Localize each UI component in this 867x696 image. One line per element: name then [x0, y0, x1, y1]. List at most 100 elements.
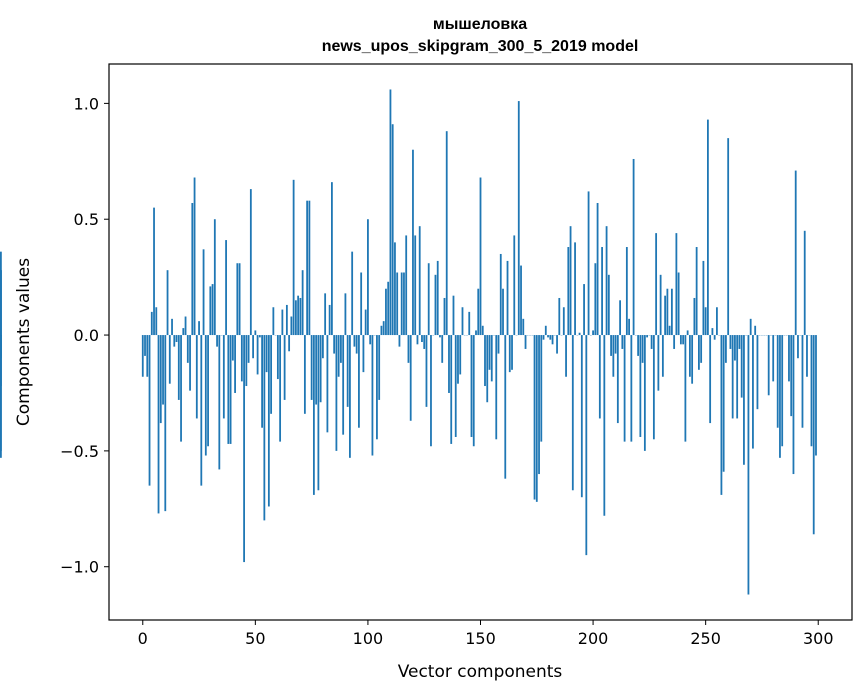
bar-288 [790, 335, 793, 417]
plot-area-frame [108, 63, 853, 621]
bar-41 [234, 335, 236, 393]
x-tick-label: 250 [690, 629, 721, 648]
bar-24 [195, 335, 198, 419]
y-axis-label: Components values [14, 258, 34, 426]
bar-207 [607, 274, 610, 336]
bar-25 [198, 321, 200, 336]
bar-39 [229, 335, 232, 444]
bar-98 [362, 335, 365, 373]
bar-72 [303, 335, 306, 414]
bar-264 [736, 335, 739, 419]
bar-78 [317, 335, 320, 491]
bar-265 [738, 335, 741, 349]
bar-40 [231, 335, 234, 361]
bar-198 [587, 191, 590, 336]
bar-153 [486, 335, 489, 403]
bar-7 [157, 335, 160, 514]
bar-86 [335, 335, 338, 451]
bar-21 [189, 335, 191, 391]
bar-123 [418, 226, 421, 336]
bar-94 [353, 335, 356, 347]
bar-135 [445, 131, 448, 336]
bar-109 [387, 281, 390, 336]
bar-48 [249, 189, 252, 336]
bar-152 [484, 335, 486, 387]
bar-151 [481, 325, 484, 336]
bar-114 [398, 335, 401, 347]
bar-160 [502, 288, 504, 336]
y-axis-ticks: −1.0 −0.5 0.0 0.5 1.0 [60, 94, 109, 577]
bar-179 [544, 325, 547, 336]
bar-10 [164, 335, 167, 512]
bar-30 [209, 286, 212, 336]
bar-27 [202, 249, 205, 336]
bar-115 [400, 272, 403, 336]
x-tick-label: 300 [803, 629, 834, 648]
bar-231 [661, 335, 664, 377]
bar-97 [360, 272, 363, 336]
bar-230 [659, 274, 662, 336]
bar-56 [267, 335, 270, 507]
bar-52 [258, 335, 261, 338]
bar-210 [614, 335, 617, 354]
bar-45 [243, 335, 245, 563]
bar-113 [396, 272, 399, 336]
bar-12 [168, 335, 171, 384]
bar-128 [430, 335, 432, 447]
bar-175 [535, 335, 538, 502]
bar-299 [815, 335, 817, 456]
bar-110 [389, 89, 392, 336]
bar-269 [747, 335, 750, 595]
bar-243 [688, 335, 691, 377]
bar-121 [414, 235, 417, 336]
bar-61 [279, 335, 282, 442]
bar-187 [562, 307, 565, 336]
bar-92 [349, 335, 351, 458]
bar-182 [551, 335, 554, 345]
bar-22 [191, 203, 194, 336]
bar-100 [367, 219, 369, 336]
bar-247 [698, 335, 700, 370]
bar-6 [155, 307, 158, 336]
bar-133 [441, 335, 444, 363]
bar-148 [475, 330, 477, 336]
bar-197 [585, 335, 588, 556]
bar-53 [261, 335, 263, 428]
bar-85 [333, 335, 336, 354]
bar-176 [538, 335, 540, 475]
bar-267 [743, 335, 745, 465]
bar-261 [729, 335, 732, 349]
bar-178 [542, 335, 545, 340]
bar-139 [454, 335, 457, 437]
bar-125 [423, 335, 426, 349]
bar-58 [272, 307, 275, 336]
bar-14 [173, 335, 176, 347]
bar-84 [331, 182, 333, 336]
bar-251 [707, 119, 709, 336]
y-tick-label: −1.0 [60, 558, 99, 577]
bar-120 [412, 149, 414, 336]
bar-254 [713, 335, 716, 340]
bar-237 [675, 233, 678, 336]
bar-149 [477, 288, 480, 336]
bar-165 [513, 235, 516, 336]
y-tick-label: 0.0 [74, 326, 99, 345]
bar-17 [180, 335, 182, 442]
bar-167 [517, 101, 520, 336]
bar-124 [421, 335, 423, 342]
bar-8 [159, 335, 162, 424]
bar-26 [200, 335, 203, 486]
bar-140 [457, 335, 459, 384]
bar-108 [385, 288, 387, 336]
bar-50 [254, 330, 257, 336]
bar-49 [252, 335, 254, 359]
bar-204 [601, 247, 603, 336]
bar-104 [376, 335, 378, 440]
bar-134 [443, 297, 446, 336]
bar-177 [540, 335, 543, 442]
bar-96 [358, 335, 360, 428]
bar-23 [193, 177, 196, 336]
bar-174 [533, 335, 536, 500]
bar-212 [619, 300, 621, 336]
